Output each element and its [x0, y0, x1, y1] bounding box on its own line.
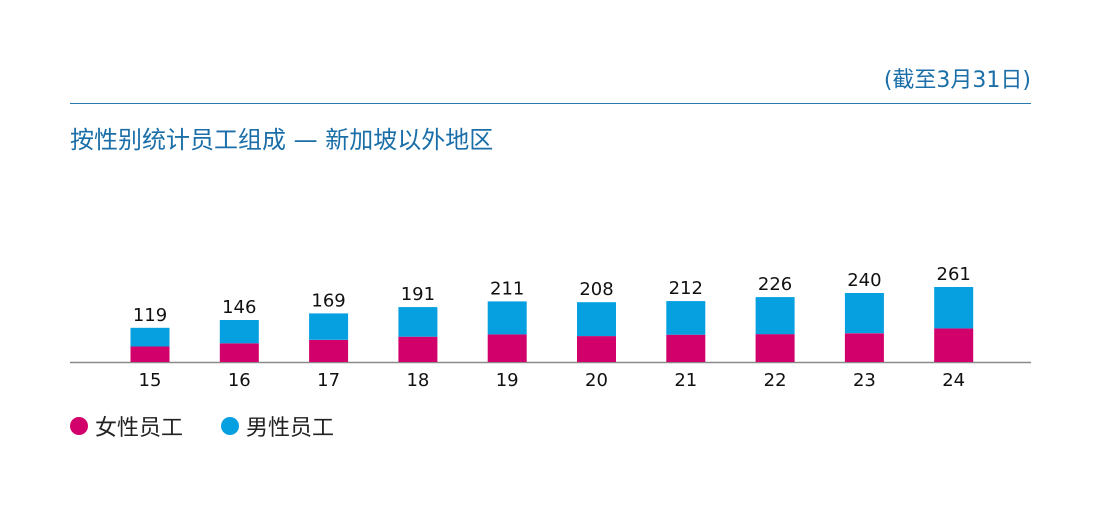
bar-male-20	[577, 302, 616, 337]
bar-female-21	[666, 334, 706, 362]
bar-female-15	[130, 346, 170, 362]
bar-female-16	[219, 343, 259, 362]
x-tick-label-17: 17	[317, 370, 340, 391]
chart-title: 按性别统计员工组成 — 新加坡以外地区	[70, 126, 494, 154]
bar-female-19	[487, 334, 527, 362]
bar-total-label-15: 119	[133, 305, 167, 326]
bar-total-label-20: 208	[579, 279, 613, 300]
x-tick-label-22: 22	[764, 370, 787, 391]
bar-total-label-19: 211	[490, 278, 524, 299]
x-tick-label-23: 23	[853, 370, 876, 391]
bar-total-label-23: 240	[847, 270, 881, 291]
header-divider	[70, 103, 1031, 104]
legend: 女性员工 男性员工	[70, 410, 372, 442]
x-tick-label-20: 20	[585, 370, 608, 391]
x-tick-label-15: 15	[139, 370, 162, 391]
bar-male-23	[844, 293, 884, 334]
bar-male-16	[219, 320, 259, 344]
bar-male-22	[755, 297, 795, 335]
bar-male-19	[487, 301, 527, 335]
bar-total-label-24: 261	[937, 264, 971, 285]
bar-total-label-18: 191	[401, 284, 435, 305]
bar-male-17	[309, 313, 349, 340]
x-tick-label-19: 19	[496, 370, 519, 391]
legend-swatch-male	[221, 417, 240, 435]
legend-label-female: 女性员工	[95, 416, 184, 441]
legend-label-male: 男性员工	[246, 416, 335, 441]
legend-item-male: 男性员工	[221, 410, 334, 442]
x-tick-label-24: 24	[942, 370, 965, 391]
x-tick-label-18: 18	[406, 370, 429, 391]
bar-male-24	[934, 287, 974, 329]
bar-total-label-17: 169	[311, 290, 345, 311]
bar-male-15	[130, 327, 170, 347]
stacked-bar-chart: 119 15 146 16 169 17 191 18 211 19 208 20 212 21 226 22…	[70, 264, 1031, 391]
bar-total-label-16: 146	[222, 297, 256, 318]
bar-total-label-21: 212	[669, 278, 703, 299]
date-note: (截至3月31日)	[883, 68, 1031, 93]
x-tick-label-21: 21	[674, 370, 697, 391]
bar-female-24	[934, 328, 974, 362]
x-tick-label-16: 16	[228, 370, 251, 391]
bar-total-label-22: 226	[758, 274, 792, 295]
bar-male-18	[398, 307, 438, 337]
bar-female-18	[398, 336, 438, 362]
bar-female-22	[755, 334, 795, 362]
bar-female-20	[577, 336, 616, 362]
legend-item-female: 女性员工	[70, 410, 183, 442]
bar-male-21	[666, 301, 706, 335]
legend-swatch-female	[70, 417, 88, 435]
bar-female-17	[309, 339, 349, 362]
bar-female-23	[844, 333, 884, 362]
